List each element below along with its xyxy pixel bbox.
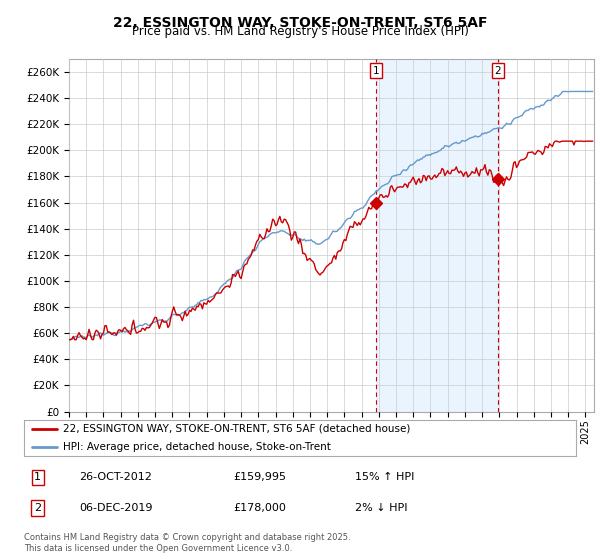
Text: 1: 1: [373, 66, 379, 76]
Text: HPI: Average price, detached house, Stoke-on-Trent: HPI: Average price, detached house, Stok…: [62, 442, 331, 452]
Text: 26-OCT-2012: 26-OCT-2012: [79, 473, 152, 482]
Text: 2% ↓ HPI: 2% ↓ HPI: [355, 503, 408, 513]
Text: £159,995: £159,995: [234, 473, 287, 482]
Text: 2: 2: [494, 66, 501, 76]
Text: Contains HM Land Registry data © Crown copyright and database right 2025.
This d: Contains HM Land Registry data © Crown c…: [24, 533, 350, 553]
Text: 15% ↑ HPI: 15% ↑ HPI: [355, 473, 415, 482]
Text: 22, ESSINGTON WAY, STOKE-ON-TRENT, ST6 5AF (detached house): 22, ESSINGTON WAY, STOKE-ON-TRENT, ST6 5…: [62, 424, 410, 434]
Text: Price paid vs. HM Land Registry's House Price Index (HPI): Price paid vs. HM Land Registry's House …: [131, 25, 469, 38]
Bar: [376, 59, 498, 412]
Text: 2: 2: [34, 503, 41, 513]
Text: 22, ESSINGTON WAY, STOKE-ON-TRENT, ST6 5AF: 22, ESSINGTON WAY, STOKE-ON-TRENT, ST6 5…: [113, 16, 487, 30]
Text: 06-DEC-2019: 06-DEC-2019: [79, 503, 152, 513]
Text: £178,000: £178,000: [234, 503, 287, 513]
Text: 1: 1: [34, 473, 41, 482]
